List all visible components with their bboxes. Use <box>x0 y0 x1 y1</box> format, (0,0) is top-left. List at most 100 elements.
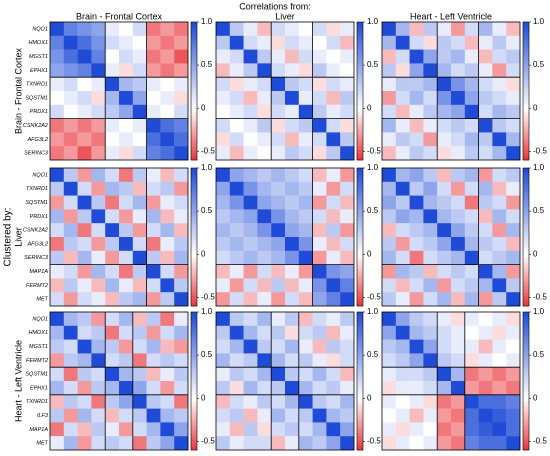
colorbar-segment <box>357 261 363 265</box>
colorbar-segment <box>357 77 363 81</box>
colorbar-segment <box>191 268 197 272</box>
colorbar-segment <box>357 356 363 361</box>
heatmap-cell <box>464 209 479 224</box>
heatmap-cell <box>50 381 64 395</box>
heatmap-cell <box>271 195 286 210</box>
colorbar-segment <box>191 401 197 406</box>
colorbar-segment <box>191 49 197 54</box>
colorbar-segment <box>357 174 363 179</box>
heatmap-cell <box>492 35 507 50</box>
heatmap-cell <box>243 223 258 238</box>
heatmap-cell <box>271 312 286 326</box>
heatmap-cell <box>91 35 106 50</box>
heatmap-cell <box>298 381 313 395</box>
heatmap-cell <box>229 181 244 196</box>
colorbar-segment <box>523 268 529 272</box>
heatmap-cell <box>174 104 189 119</box>
heatmap-cell <box>146 223 161 238</box>
colorbar-segment <box>357 46 363 50</box>
heatmap-cell <box>423 195 438 210</box>
colorbar-segment <box>357 285 363 290</box>
heatmap-cell <box>160 367 175 382</box>
colorbar-segment <box>191 422 197 427</box>
heatmap-cell <box>132 325 147 340</box>
colorbar-segment <box>357 268 363 272</box>
colorbar-segment <box>357 432 363 437</box>
heatmap-cell <box>243 367 258 382</box>
colorbar-segment <box>357 149 363 154</box>
heatmap-cell <box>285 367 299 382</box>
heatmap-cell <box>174 408 189 423</box>
gene-label: EPHX1 <box>30 385 48 391</box>
heatmap-cell <box>298 278 313 293</box>
heatmap-cell <box>423 209 438 224</box>
heatmap-cell <box>312 353 327 368</box>
colorbar-segment <box>357 339 363 344</box>
heatmap-cell <box>105 264 120 279</box>
heatmap-cell <box>174 77 189 92</box>
colorbar-segment <box>191 226 197 231</box>
colorbar-segment <box>191 97 197 102</box>
colorbar-segment <box>523 46 529 50</box>
colorbar-segment <box>191 336 197 340</box>
colorbar-segment <box>523 188 529 193</box>
heatmap-cell <box>160 339 175 354</box>
heatmap-cell <box>160 312 175 326</box>
colorbar-segment <box>191 329 197 333</box>
heatmap-cell <box>229 168 244 182</box>
colorbar-segment <box>523 192 529 196</box>
heatmap-cell <box>132 339 147 354</box>
colorbar-segment <box>191 288 197 293</box>
colorbar-segment <box>191 285 197 290</box>
heatmap-cell <box>63 436 78 451</box>
heatmap-cell <box>298 367 313 382</box>
heatmap-cell <box>243 49 258 64</box>
colorbar-segment <box>523 299 529 303</box>
gene-label: MET <box>36 441 48 447</box>
heatmap-cell <box>119 35 133 50</box>
colorbar-segment <box>191 257 197 262</box>
heatmap-cell <box>464 91 479 105</box>
heatmap-cell <box>91 118 106 133</box>
colorbar-tick-label: 0.5 <box>201 350 213 359</box>
heatmap-cell <box>312 181 327 196</box>
heatmap-cell <box>229 77 244 92</box>
colorbar-tick-label: 0 <box>533 393 538 402</box>
heatmap-cell <box>395 394 410 409</box>
heatmap-cell <box>50 49 64 64</box>
panel-frame <box>215 311 355 451</box>
heatmap-cell <box>298 63 313 78</box>
heatmap-cell <box>326 250 341 265</box>
colorbar-segment <box>191 339 197 344</box>
heatmap-cell <box>437 91 452 105</box>
heatmap-cell <box>298 181 313 196</box>
colorbar-segment <box>191 264 197 269</box>
colorbar-segment <box>523 53 529 57</box>
heatmap-cell <box>216 168 230 182</box>
heatmap-cell <box>506 146 521 161</box>
heatmap-cell <box>257 132 272 147</box>
colorbar-segment <box>523 240 529 245</box>
heatmap-cell <box>395 91 410 105</box>
row-axis-title: Clustered by: <box>3 208 14 267</box>
colorbar-frame <box>356 21 364 161</box>
heatmap-cell <box>216 209 230 224</box>
heatmap-cell <box>216 146 230 161</box>
heatmap-cell <box>257 91 272 105</box>
heatmap-cell <box>271 91 286 105</box>
heatmap-cell <box>105 77 120 92</box>
gene-label: MAP1A <box>29 269 48 275</box>
heatmap-cell <box>437 63 452 78</box>
gene-label: TXNRD1 <box>26 82 48 88</box>
row-title: Heart - Left Ventricle <box>13 340 23 422</box>
heatmap-cell <box>298 292 313 307</box>
colorbar-segment <box>191 367 197 371</box>
heatmap-cell <box>395 77 410 92</box>
heatmap-cell <box>451 339 465 354</box>
heatmap-cell <box>63 118 78 133</box>
heatmap-cell <box>146 104 161 119</box>
heatmap-cell <box>340 132 355 147</box>
colorbar-segment <box>357 87 363 92</box>
heatmap-cell <box>63 422 78 437</box>
